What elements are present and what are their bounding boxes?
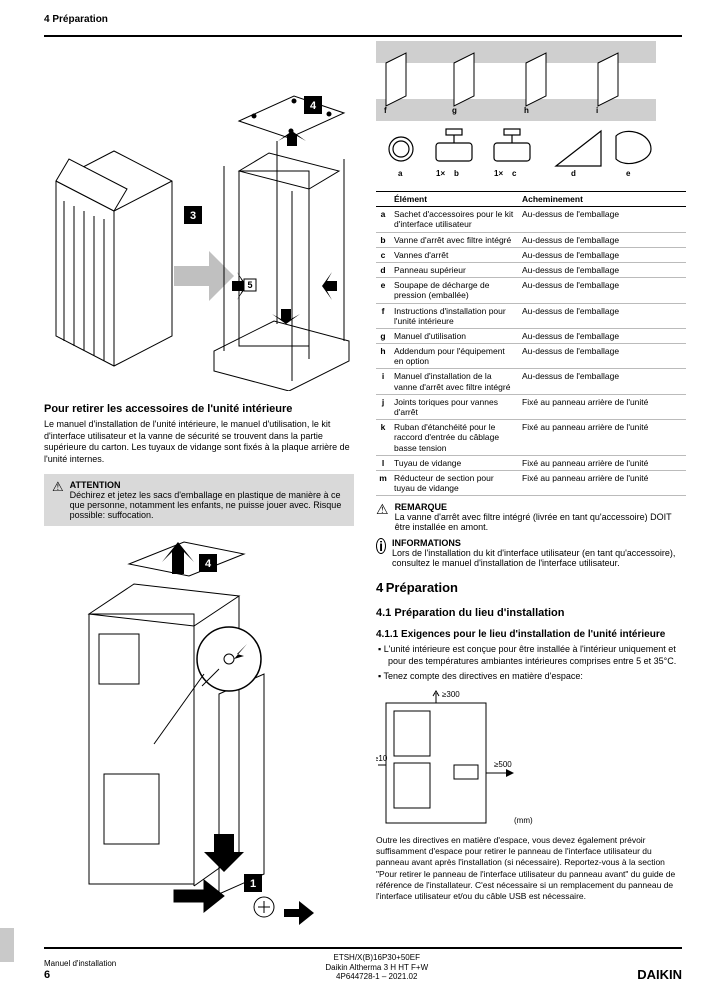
document-page: 4 Préparation [0, 0, 726, 998]
notice-body: La vanne d'arrêt avec filtre intégré (li… [395, 512, 686, 532]
footer-left-1: Manuel d'installation [44, 959, 116, 969]
table-row: jJoints toriques pour vannes d'arrêtFixé… [376, 395, 686, 420]
notice-icon: ⚠ [376, 502, 389, 516]
svg-text:1×: 1× [494, 169, 503, 178]
svg-text:i: i [596, 106, 598, 115]
svg-text:d: d [571, 169, 576, 178]
svg-text:4: 4 [205, 558, 212, 570]
svg-text:4: 4 [310, 100, 317, 112]
svg-text:b: b [454, 169, 459, 178]
caution-body: Déchirez et jetez les sacs d'emballage e… [70, 490, 346, 520]
page-footer: Manuel d'installation 6 ETSH/X(B)16P30+5… [44, 947, 682, 982]
header-divider [44, 35, 682, 37]
unpack-remove-text: Le manuel d'installation de l'unité inté… [44, 419, 354, 466]
caution-box: ⚠ ATTENTION Déchirez et jetez les sacs d… [44, 474, 354, 526]
svg-text:3: 3 [190, 210, 196, 222]
svg-text:1: 1 [250, 878, 256, 890]
notice-title: REMARQUE [395, 502, 686, 512]
table-row: kRuban d'étanchéité pour le raccord d'en… [376, 420, 686, 456]
table-row: aSachet d'accessoires pour le kit d'inte… [376, 207, 686, 232]
warning-icon: ⚠ [52, 480, 64, 493]
spacing-note: Outre les directives en matière d'espace… [376, 835, 686, 901]
svg-text:≥500: ≥500 [494, 760, 512, 769]
table-row: iManuel d'installation de la vanne d'arr… [376, 369, 686, 394]
svg-text:h: h [524, 106, 529, 115]
table-row: lTuyau de vidangeFixé au panneau arrière… [376, 456, 686, 471]
svg-text:5: 5 [247, 280, 252, 290]
table-row: bVanne d'arrêt avec filtre intégréAu-des… [376, 233, 686, 248]
unpack-remove-heading: Pour retirer les accessoires de l'unité … [44, 403, 354, 415]
svg-text:e: e [626, 169, 631, 178]
table-row: dPanneau supérieurAu-dessus de l'emballa… [376, 263, 686, 278]
table-row: hAddendum pour l'équipement en optionAu-… [376, 344, 686, 369]
table-row: cVannes d'arrêtAu-dessus de l'emballage [376, 248, 686, 263]
svg-text:c: c [512, 169, 517, 178]
svg-text:f: f [384, 106, 387, 115]
table-header-row: Élément Acheminement [376, 191, 686, 207]
svg-text:≥10: ≥10 [376, 754, 388, 763]
unpack-figure: 3 4 5 [44, 41, 354, 391]
svg-text:≥300: ≥300 [442, 690, 460, 699]
svg-text:a: a [398, 169, 403, 178]
section-4: 4 Préparation [376, 580, 686, 595]
accessories-figure: f g h i [376, 41, 686, 191]
svg-text:1×: 1× [436, 169, 445, 178]
bullet-1: ▪ L'unité intérieure est conçue pour êtr… [376, 644, 686, 667]
notice-block: ⚠ REMARQUE La vanne d'arrêt avec filtre … [376, 502, 686, 532]
svg-text:(mm): (mm) [514, 816, 533, 825]
left-column: 3 4 5 Pour retirer les accessoires de l'… [44, 41, 354, 934]
page-header: 4 Préparation [44, 14, 682, 25]
info-text: Lors de l'installation du kit d'interfac… [392, 548, 686, 568]
arrow-icon [174, 251, 234, 301]
caution-title: ATTENTION [70, 480, 346, 490]
exploded-figure: 4 1 [44, 534, 354, 934]
spacing-figure: ≥300 ≥10 ≥500 (mm) [376, 685, 556, 835]
footer-page-num: 6 [44, 969, 116, 982]
right-column: f g h i [376, 41, 686, 934]
info-block: i INFORMATIONS Lors de l'installation du… [376, 538, 686, 568]
table-row: fInstructions d'installation pour l'unit… [376, 304, 686, 329]
brand-logo: DAIKIN [637, 967, 682, 982]
table-row: gManuel d'utilisationAu-dessus de l'emba… [376, 329, 686, 344]
accessories-table: Élément Acheminement aSachet d'accessoir… [376, 191, 686, 496]
header-left: 4 Préparation [44, 14, 108, 25]
table-row: mRéducteur de section pour tuyau de vida… [376, 471, 686, 496]
svg-text:g: g [452, 106, 457, 115]
table-row: eSoupape de décharge de pression (emball… [376, 278, 686, 303]
bullet-2: ▪ Tenez compte des directives en matière… [376, 671, 686, 683]
info-title: INFORMATIONS [392, 538, 686, 548]
